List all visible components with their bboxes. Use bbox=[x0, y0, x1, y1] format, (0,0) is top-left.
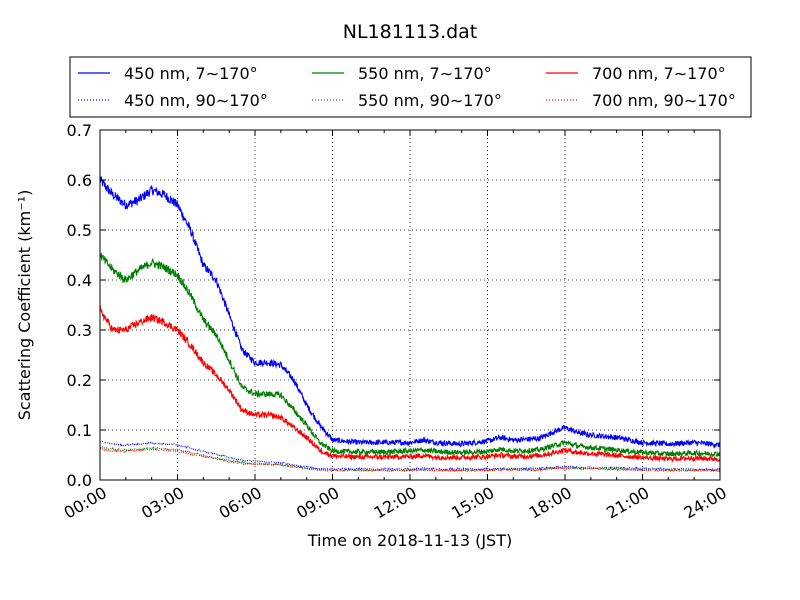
series-line-3 bbox=[99, 252, 721, 458]
series-line-1 bbox=[99, 176, 721, 449]
legend-label: 550 nm, 90∼170° bbox=[358, 91, 502, 110]
series-line-2 bbox=[99, 440, 721, 472]
x-axis-label: Time on 2018-11-13 (JST) bbox=[307, 531, 512, 550]
y-axis-label: Scattering Coefficient (km⁻¹) bbox=[15, 190, 34, 421]
series-line-6 bbox=[99, 447, 721, 473]
x-tick-label: 24:00 bbox=[681, 483, 730, 523]
legend-label: 450 nm, 90∼170° bbox=[124, 91, 268, 110]
y-tick-label: 0.1 bbox=[67, 421, 92, 440]
x-tick-label: 09:00 bbox=[293, 483, 342, 523]
legend-label: 700 nm, 90∼170° bbox=[592, 91, 736, 110]
legend-frame bbox=[69, 56, 752, 118]
series-line-5 bbox=[99, 305, 721, 464]
chart-title: NL181113.dat bbox=[343, 21, 478, 43]
x-tick-label: 03:00 bbox=[138, 483, 187, 523]
x-tick-label: 21:00 bbox=[603, 483, 652, 523]
x-axis-ticks: 00:00 03:00 06:00 09:00 12:00 15:00 18:00 21:00… bbox=[61, 130, 730, 523]
x-tick-label: 18:00 bbox=[526, 483, 575, 523]
legend-label: 550 nm, 7∼170° bbox=[358, 64, 492, 83]
y-tick-label: 0.5 bbox=[67, 221, 92, 240]
y-tick-label: 0.3 bbox=[67, 321, 92, 340]
y-tick-label: 0.6 bbox=[67, 171, 92, 190]
y-tick-label: 0.2 bbox=[67, 371, 92, 390]
legend-items: 450 nm, 7∼170° 450 nm, 90∼170° 550 nm, 7∼1… bbox=[78, 64, 736, 110]
y-tick-label: 0.4 bbox=[67, 271, 92, 290]
legend-label: 450 nm, 7∼170° bbox=[124, 64, 258, 83]
y-tick-label: 0.0 bbox=[67, 471, 92, 490]
legend: 450 nm, 7∼170° 450 nm, 90∼170° 550 nm, 7∼1… bbox=[69, 56, 752, 118]
legend-label: 700 nm, 7∼170° bbox=[592, 64, 726, 83]
series-line-4 bbox=[99, 445, 721, 473]
series-lines bbox=[99, 176, 721, 473]
grid-lines bbox=[99, 129, 721, 481]
y-axis-ticks: 0.0 0.1 0.2 0.3 0.4 0.5 0.6 0.7 bbox=[67, 121, 720, 490]
x-tick-label: 06:00 bbox=[216, 483, 265, 523]
y-tick-label: 0.7 bbox=[67, 121, 92, 140]
x-tick-label: 12:00 bbox=[371, 483, 420, 523]
x-tick-label: 15:00 bbox=[448, 483, 497, 523]
